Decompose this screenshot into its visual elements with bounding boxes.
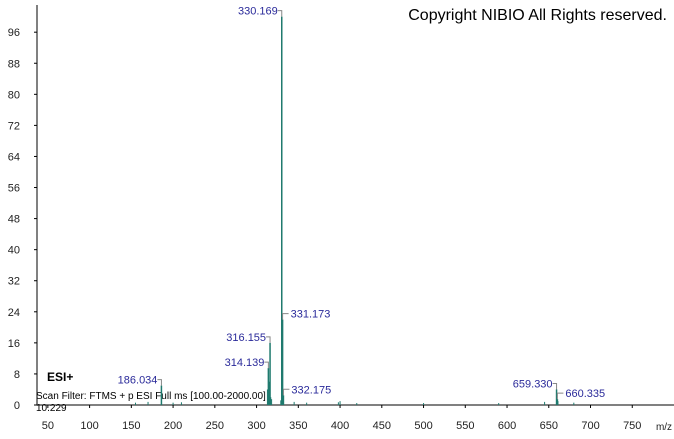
label-leader [266,336,271,343]
y-tick-label: 48 [8,214,20,226]
x-tick-label: 650 [540,420,558,432]
x-tick-label: 200 [164,420,182,432]
y-tick-label: 40 [8,245,20,257]
x-axis-label: m/z [656,422,672,433]
label-leader [282,388,290,396]
x-tick-label: 750 [623,420,641,432]
x-tick-label: 450 [373,420,391,432]
label-leader [157,379,162,386]
label-leader [556,392,564,400]
y-tick-label: 0 [14,400,20,412]
annotation: 10.229 [36,403,67,414]
y-tick-label: 64 [8,151,20,163]
x-tick-label: 600 [498,420,516,432]
y-tick-label: 96 [8,27,20,39]
x-tick-label: 150 [122,420,140,432]
y-tick-label: 16 [8,338,20,350]
x-tick-label: 350 [289,420,307,432]
peak-label: 186.034 [118,375,158,387]
peak-label: 316.155 [226,332,266,344]
annotation: Scan Filter: FTMS + p ESI Full ms [100.0… [36,391,266,402]
peak-label: 660.335 [565,388,605,400]
y-tick-label: 8 [14,369,20,381]
peak-label: 314.139 [225,357,265,369]
x-tick-label: 100 [80,420,98,432]
x-tick-label: 50 [42,420,54,432]
chart-title: Copyright NIBIO All Rights reserved. [408,7,667,24]
y-tick-label: 24 [8,307,20,319]
x-tick-label: 400 [331,420,349,432]
label-leader [552,382,558,390]
y-tick-label: 80 [8,89,20,101]
peak-label: 330.169 [238,6,278,18]
y-tick-label: 88 [8,58,20,70]
peak-label: 332.175 [291,384,331,396]
y-tick-label: 32 [8,276,20,288]
label-leader [282,313,289,320]
y-tick-label: 56 [8,183,20,195]
y-tick-label: 72 [8,120,20,132]
x-tick-label: 700 [581,420,599,432]
label-leader [264,361,269,369]
x-tick-label: 300 [247,420,265,432]
x-tick-label: 250 [206,420,224,432]
peak-label: 659.330 [513,378,553,390]
x-tick-label: 500 [414,420,432,432]
annotation: ESI+ [47,370,73,384]
x-tick-label: 550 [456,420,474,432]
label-leader [277,10,283,17]
peak-label: 331.173 [291,309,331,321]
